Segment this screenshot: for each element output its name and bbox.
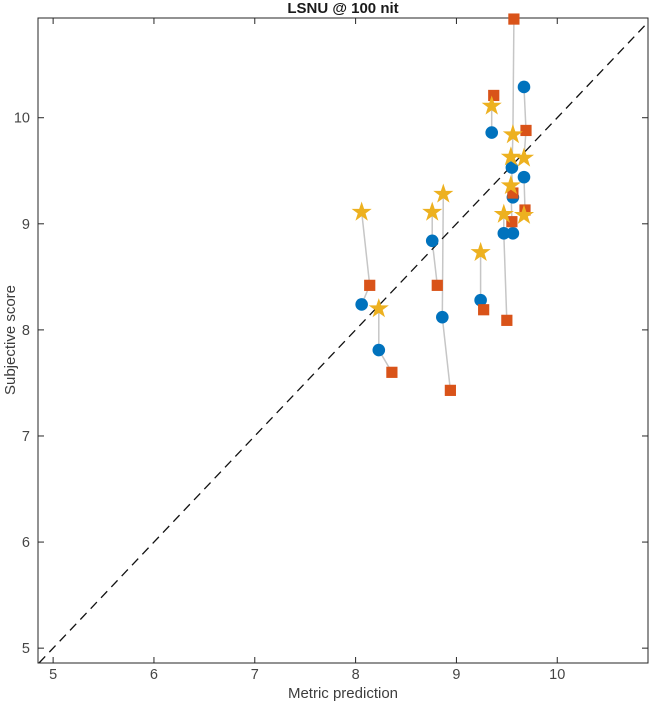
data-point-circle: [497, 227, 511, 240]
data-point-star: [502, 124, 523, 144]
y-tick-label: 8: [22, 323, 30, 339]
axes: 5 6 7 8 9 10 5 6 7 8 9 10: [14, 17, 649, 683]
x-tick-label: 10: [549, 667, 565, 683]
data-point-square: [386, 366, 398, 378]
x-tick-label: 7: [251, 667, 259, 683]
data-point-circle: [506, 227, 520, 240]
y-axis-label: Subjective score: [2, 285, 19, 395]
data-point-square: [520, 124, 532, 137]
chart-title: LSNU @ 100 nit: [287, 0, 398, 17]
x-axis-label: Metric prediction: [288, 685, 398, 702]
y-tick-label: 9: [22, 217, 30, 233]
x-tick-label: 9: [452, 667, 460, 683]
x-tick-label: 8: [352, 667, 360, 683]
data-point-circle: [517, 170, 531, 184]
identity-line-path: [38, 21, 649, 664]
data-point-circle: [517, 80, 531, 94]
x-tick-label: 6: [150, 667, 158, 683]
y-tick-label: 10: [14, 111, 30, 127]
data-point-circle: [355, 298, 368, 311]
data-point-circle: [425, 234, 439, 248]
data-point-star: [500, 175, 521, 195]
data-point-square: [508, 13, 520, 25]
data-point-star: [493, 203, 514, 223]
data-point-square: [501, 314, 513, 326]
y-tick-label: 7: [22, 429, 30, 445]
data-point-square: [444, 384, 456, 396]
data-point-star: [481, 95, 502, 115]
data-point-star: [422, 201, 443, 221]
data-point-star: [513, 147, 535, 167]
data-point-star: [368, 298, 389, 318]
data-point-star: [351, 201, 372, 221]
identity-line: [38, 21, 649, 664]
data-point-circle: [436, 310, 449, 324]
y-tick-label: 6: [22, 535, 30, 551]
y-tick-label: 5: [22, 641, 30, 657]
data-points: [351, 13, 535, 396]
data-point-circle: [372, 343, 386, 357]
x-tick-label: 5: [49, 667, 57, 683]
data-point-circle: [485, 126, 499, 139]
data-point-square: [488, 89, 500, 102]
data-point-star: [513, 204, 535, 224]
data-point-star: [433, 183, 454, 203]
data-point-star: [500, 146, 521, 166]
data-point-square: [431, 279, 443, 291]
data-point-square: [478, 304, 490, 316]
axis-box: [37, 17, 649, 664]
data-point-star: [470, 241, 491, 262]
plot-area: [38, 18, 648, 663]
data-point-circle: [474, 293, 487, 307]
data-point-circle: [505, 161, 519, 174]
data-point-square: [506, 216, 518, 228]
data-point-square: [507, 187, 519, 199]
data-point-square: [364, 279, 376, 291]
